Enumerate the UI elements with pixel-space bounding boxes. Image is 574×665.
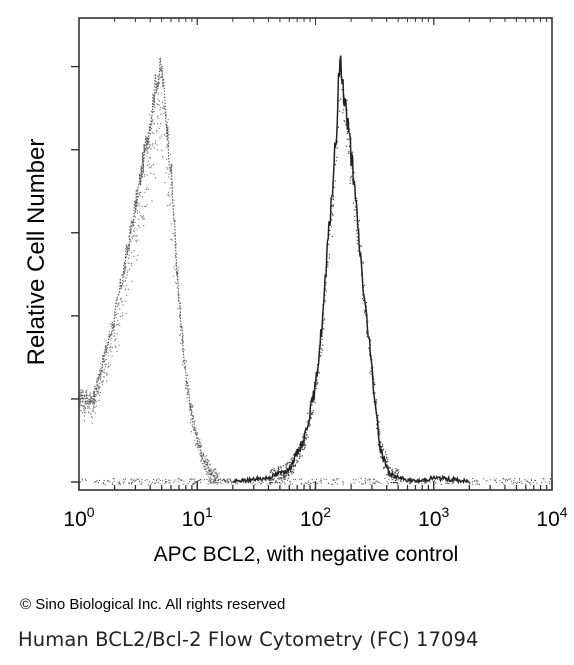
series-layer	[78, 55, 553, 485]
histogram-trace	[232, 55, 470, 485]
x-tick-label: 100	[63, 504, 94, 531]
y-axis-label: Relative Cell Number	[23, 139, 50, 366]
x-tick-label: 101	[182, 504, 213, 531]
figure-caption: Human BCL2/Bcl-2 Flow Cytometry (FC) 170…	[18, 628, 479, 651]
x-axis-label: APC BCL2, with negative control	[154, 543, 459, 566]
copyright-notice: © Sino Biological Inc. All rights reserv…	[20, 596, 286, 613]
histogram-series	[78, 57, 234, 484]
x-tick-label: 104	[536, 504, 567, 531]
histogram-speckle	[268, 56, 400, 484]
tick-marks	[71, 18, 553, 490]
plot-border	[78, 17, 553, 491]
x-tick-label: 102	[300, 504, 331, 531]
histogram-speckle	[78, 65, 220, 484]
histogram-series	[232, 55, 470, 485]
histogram-trace	[78, 57, 234, 484]
x-tick-labels: 100 101 102 103 104	[63, 504, 567, 531]
plot-frame	[78, 17, 553, 491]
baseline-noise	[80, 478, 553, 485]
x-tick-label: 103	[418, 504, 449, 531]
